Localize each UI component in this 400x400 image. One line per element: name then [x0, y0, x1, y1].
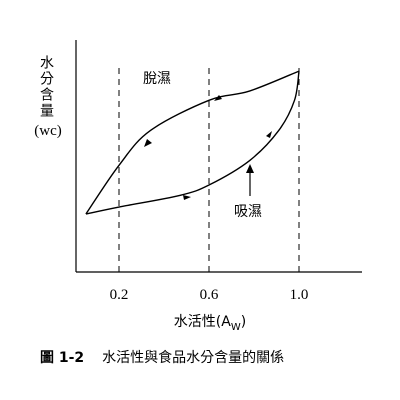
caption-number: 圖 1-2: [40, 350, 84, 366]
caption-text: 水活性與食品水分含量的關係: [102, 349, 284, 366]
x-label-subscript: W: [231, 322, 241, 333]
caption: 圖 1-2 水活性與食品水分含量的關係: [40, 349, 284, 366]
line: [85, 70, 300, 215]
direction-arrow: [144, 139, 152, 147]
x-tick-label: 1.0: [290, 287, 309, 303]
line: [85, 70, 300, 215]
x-label-close: ): [241, 314, 246, 330]
x-label-text: 水活性(A: [174, 314, 231, 330]
annotation: 脫濕: [143, 71, 171, 87]
x-tick-label: 0.2: [110, 287, 129, 303]
y-axis-label: 水分含量: [38, 55, 54, 119]
x-tick-label: 0.6: [200, 287, 219, 303]
direction-arrow: [183, 195, 191, 200]
x-axis-label: 水活性(AW): [174, 314, 246, 333]
arrowhead: [246, 164, 254, 173]
direction-arrow: [266, 131, 272, 138]
y-axis-unit: (wc): [34, 123, 61, 139]
annotation: 吸濕: [234, 204, 262, 220]
